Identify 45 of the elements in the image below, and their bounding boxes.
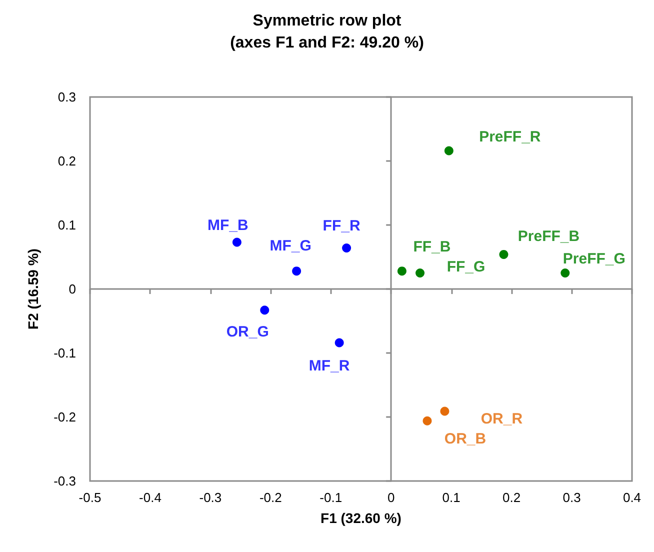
point	[342, 244, 352, 253]
x-tick-label: -0.3	[199, 490, 222, 505]
point	[444, 146, 454, 156]
point	[499, 250, 508, 259]
chart-title: Symmetric row plot	[252, 12, 402, 30]
annotation: OR_R	[480, 410, 523, 428]
annotation: MF_G	[270, 238, 312, 255]
x-tick-label: 0.4	[622, 490, 642, 505]
y-tick-label: -0.2	[54, 410, 76, 424]
annotation: FF_B	[413, 238, 451, 256]
y-tick-label: 0.2	[58, 154, 76, 168]
x-tick-label: 0.3	[562, 490, 581, 505]
annotation: MF_R	[308, 357, 350, 374]
x-tick-label: -0.1	[320, 490, 342, 505]
point	[560, 268, 570, 278]
chart-subtitle: (axes F1 and F2: 49.20 %)	[230, 34, 424, 52]
point	[334, 338, 344, 348]
x-tick-label: 0.2	[502, 490, 521, 505]
annotation: PreFF_G	[562, 250, 626, 268]
y-tick-label: -0.3	[54, 474, 76, 488]
point	[397, 266, 406, 276]
annotation: FF_R	[322, 218, 360, 235]
y-tick-label: -0.1	[54, 346, 76, 360]
annotation: OR_B	[444, 430, 486, 448]
annotation: PreFF_R	[479, 128, 541, 146]
x-axis-title: F1 (32.60 %)	[320, 510, 402, 526]
point	[292, 266, 302, 276]
x-tick-label: -0.5	[78, 490, 102, 505]
y-tick-label: 0.1	[58, 218, 76, 232]
annotation: PreFF_B	[518, 228, 580, 245]
annotation: OR_G	[226, 324, 269, 341]
y-tick-label: 0.3	[58, 90, 76, 104]
x-tick-label: 0	[387, 490, 395, 505]
point	[416, 268, 425, 278]
point	[260, 306, 270, 315]
x-tick-label: -0.2	[259, 490, 282, 505]
annotation: MF_B	[208, 216, 249, 234]
point	[440, 406, 450, 416]
y-axis-title: F2 (16.59 %)	[25, 248, 41, 330]
y-tick-label: 0	[68, 282, 76, 296]
point	[232, 238, 242, 247]
x-tick-label: 0.1	[442, 490, 460, 505]
point	[422, 416, 432, 426]
x-tick-label: -0.4	[139, 490, 162, 505]
annotation: FF_G	[446, 258, 486, 276]
